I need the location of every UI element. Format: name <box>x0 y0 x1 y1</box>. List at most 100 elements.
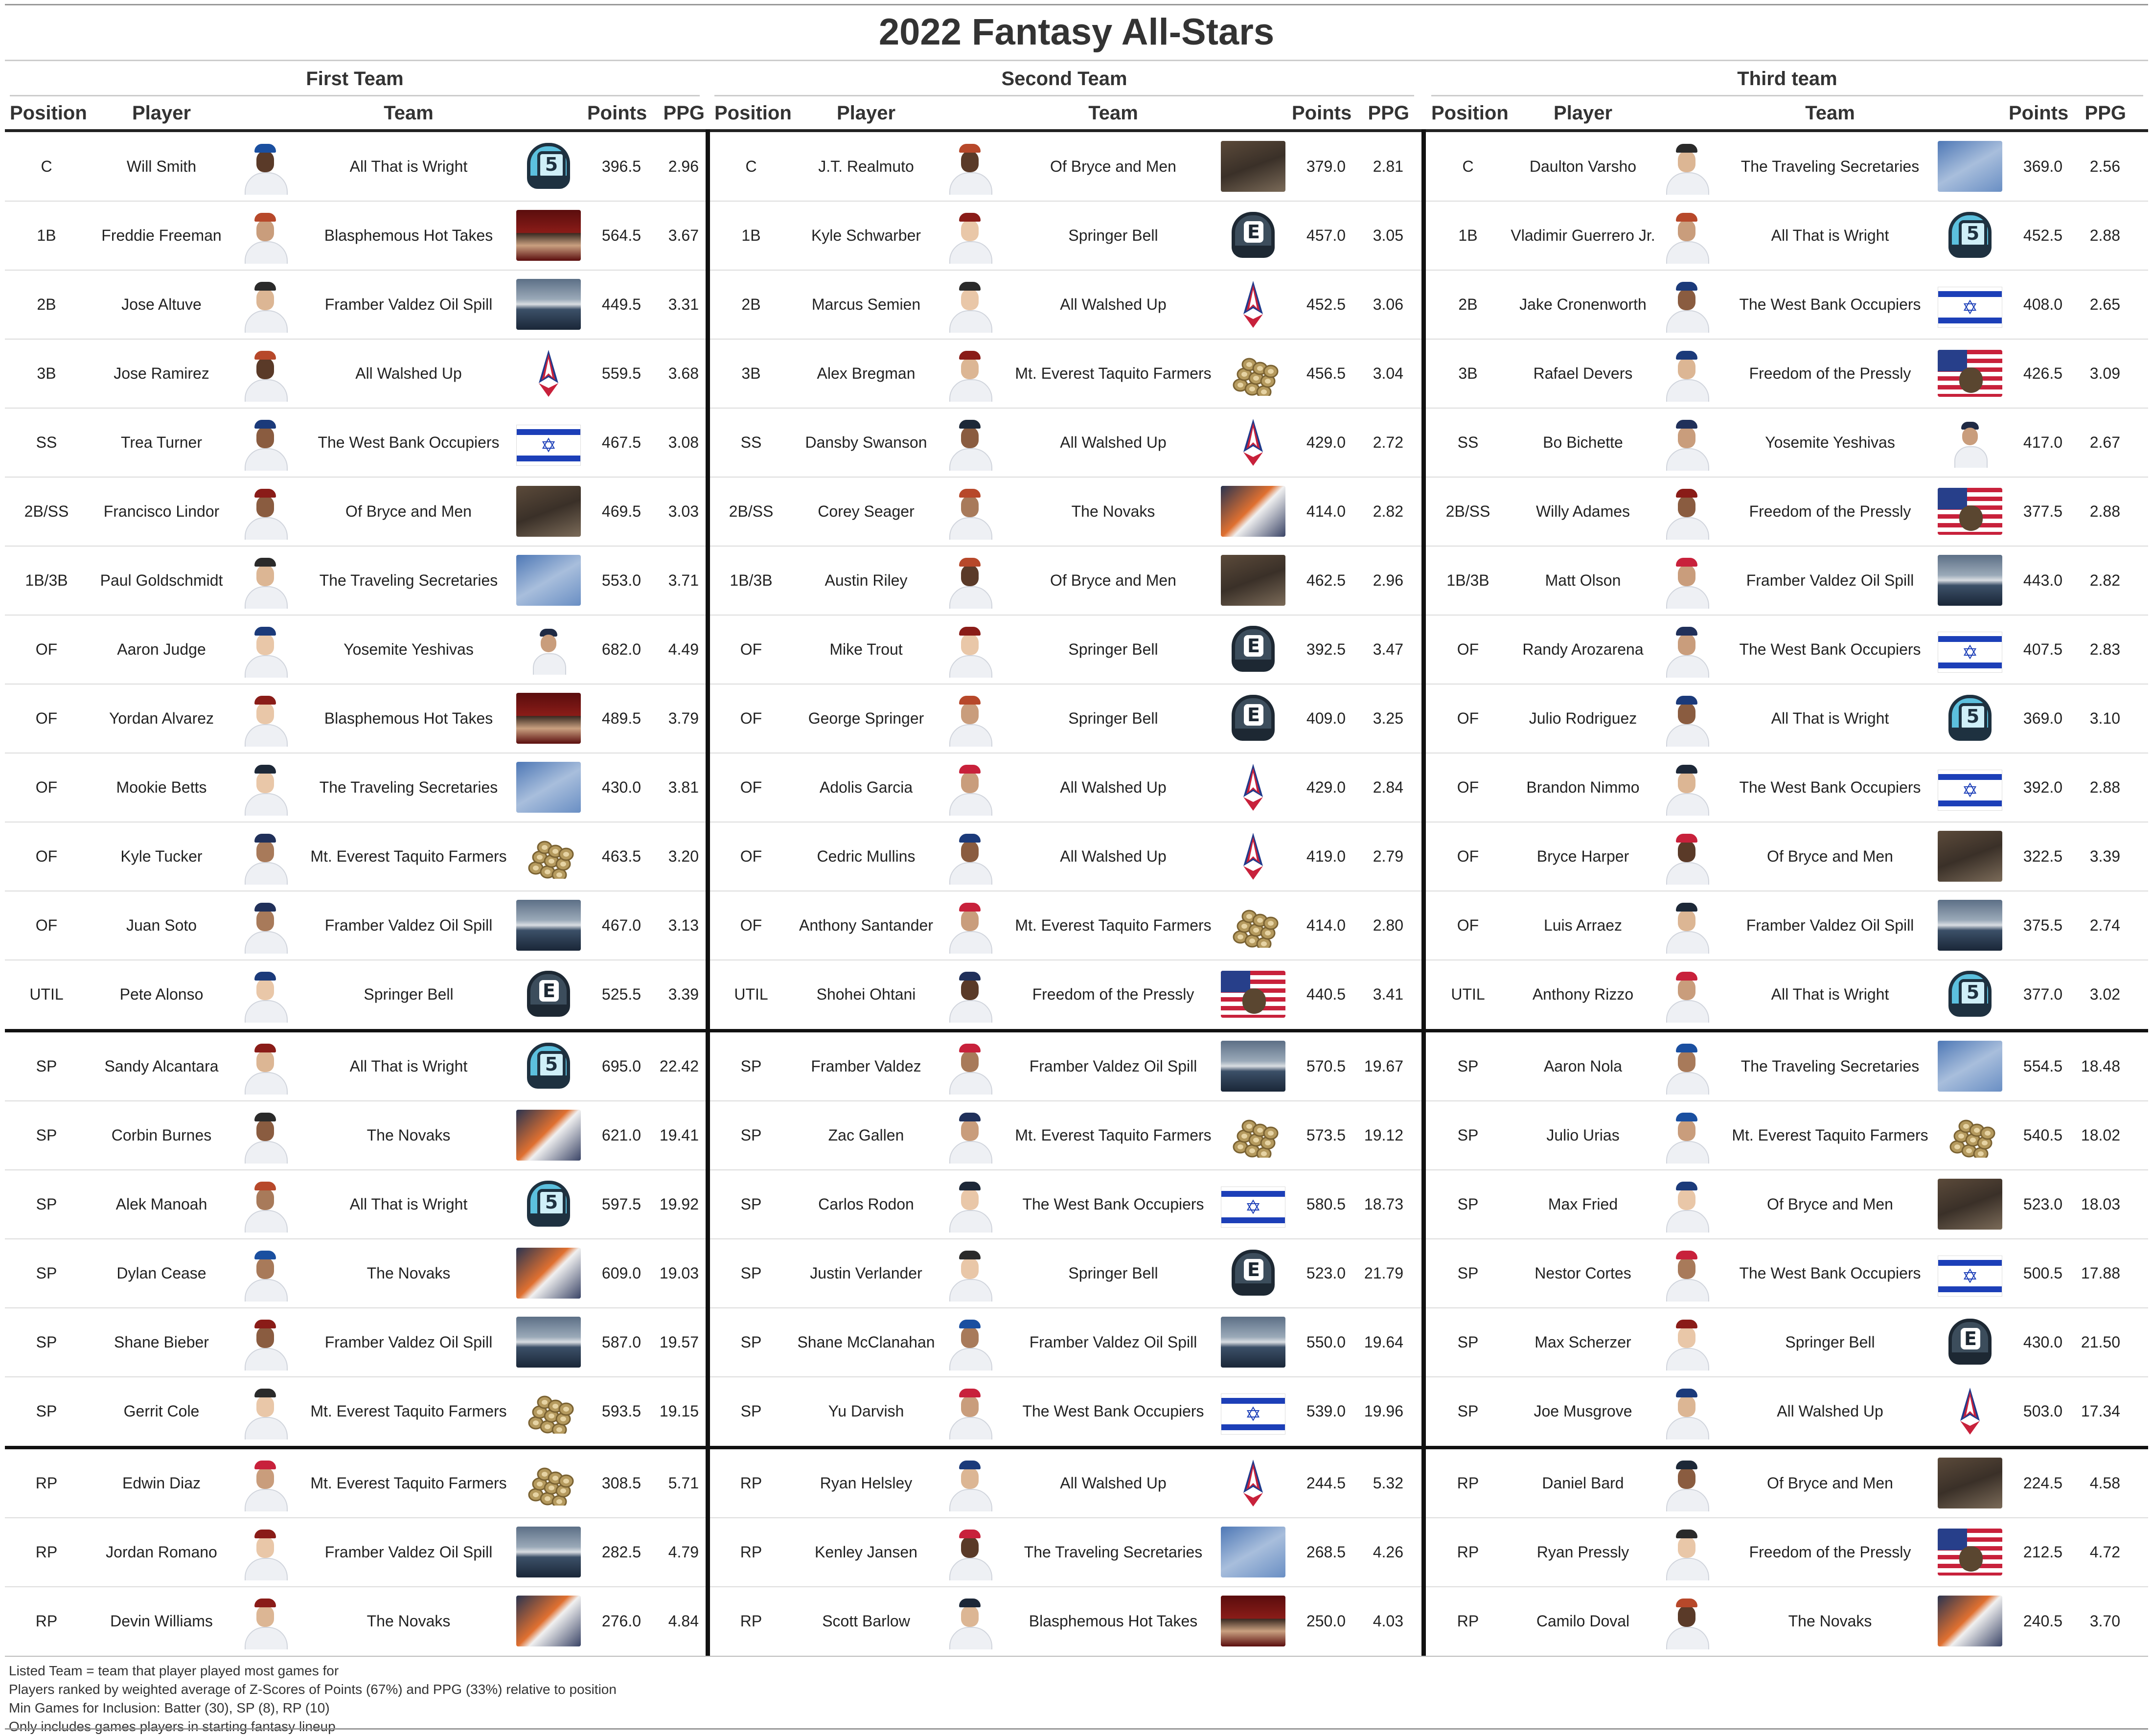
ppg-cell: 2.88 <box>2089 778 2120 796</box>
points-cell: 503.0 <box>2023 1402 2062 1420</box>
ppg-cell: 3.20 <box>668 847 699 865</box>
team-logo <box>1221 486 1285 537</box>
player-headshot <box>240 416 291 471</box>
player-name: Juan Soto <box>126 916 197 934</box>
team-logo <box>516 1110 581 1161</box>
us-flag-eagle-icon <box>1938 1529 2002 1576</box>
player-name: Luis Arraez <box>1543 916 1623 934</box>
taquitos-icon <box>1230 351 1279 399</box>
taquitos-icon <box>525 1389 574 1437</box>
team-name: Springer Bell <box>1068 709 1158 727</box>
team-name: The West Bank Occupiers <box>1739 640 1921 658</box>
ppg-cell: 4.49 <box>668 640 699 658</box>
position-cell: 1B <box>741 227 761 244</box>
row-separator <box>5 270 2148 271</box>
bryce-photo-icon <box>1938 1179 2002 1230</box>
position-cell: SS <box>1457 434 1479 451</box>
team-logo <box>516 210 581 261</box>
position-cell: SP <box>36 1402 57 1420</box>
team-name: All Walshed Up <box>1060 778 1167 796</box>
player-headshot <box>944 968 995 1023</box>
position-cell: SP <box>740 1057 762 1075</box>
team-logo <box>1938 555 2002 606</box>
player-name: Bryce Harper <box>1536 847 1629 865</box>
team-name: Mt. Everest Taquito Farmers <box>310 1474 507 1492</box>
team-name: Freedom of the Pressly <box>1032 985 1194 1003</box>
position-cell: RP <box>35 1543 58 1561</box>
points-cell: 377.5 <box>2023 503 2062 520</box>
team-name: Blasphemous Hot Takes <box>324 227 493 244</box>
points-cell: 377.0 <box>2023 985 2062 1003</box>
team-logo <box>1938 1596 2002 1646</box>
table-bottom-rule <box>5 1656 2148 1657</box>
column-header-points: Points <box>2009 102 2069 124</box>
team-logo <box>1938 1458 2002 1508</box>
five-cap-icon: 5 <box>1948 971 1992 1017</box>
position-cell: RP <box>1457 1612 1479 1630</box>
israel-flag-icon: ✡ <box>1938 632 2002 673</box>
position-cell: UTIL <box>734 985 768 1003</box>
player-name: Anthony Rizzo <box>1532 985 1634 1003</box>
ppg-cell: 3.13 <box>668 916 699 934</box>
team-logo: 5 <box>516 1179 581 1230</box>
five-cap-icon: 5 <box>1948 695 1992 741</box>
player-headshot <box>1661 554 1712 609</box>
position-cell: OF <box>740 916 762 934</box>
player-name: J.T. Realmuto <box>818 158 914 175</box>
team-name: Of Bryce and Men <box>345 503 472 520</box>
ppg-cell: 21.79 <box>1364 1264 1403 1282</box>
player-name: Alex Bregman <box>817 365 916 382</box>
footnote-line: Listed Team = team that player played mo… <box>9 1663 339 1678</box>
player-headshot <box>1661 1457 1712 1511</box>
team-name: All Walshed Up <box>1060 296 1167 313</box>
team-name: Springer Bell <box>1068 1264 1158 1282</box>
taquitos-icon <box>1947 1113 1995 1161</box>
team-name: Freedom of the Pressly <box>1749 365 1911 382</box>
points-cell: 407.5 <box>2023 640 2062 658</box>
team-name: The West Bank Occupiers <box>1739 778 1921 796</box>
position-cell: 2B <box>1458 296 1478 313</box>
points-cell: 392.5 <box>1306 640 1346 658</box>
team-logo <box>516 348 581 399</box>
ppg-cell: 2.82 <box>1373 503 1403 520</box>
position-cell: SP <box>740 1126 762 1144</box>
ppg-cell: 3.41 <box>1373 985 1403 1003</box>
position-cell: OF <box>35 709 58 727</box>
e-cap-icon: E <box>1232 1250 1275 1296</box>
ppg-cell: 19.92 <box>659 1195 699 1213</box>
column-header-pos: Position <box>714 102 792 124</box>
row-separator <box>5 1586 2148 1587</box>
player-name: Shohei Ohtani <box>816 985 916 1003</box>
player-name: Max Scherzer <box>1535 1333 1631 1351</box>
team-logo: 5 <box>1938 693 2002 744</box>
team-logo: 5 <box>1938 210 2002 261</box>
player-headshot <box>240 1316 291 1371</box>
footnote-line: Min Games for Inclusion: Batter (30), SP… <box>9 1700 330 1715</box>
oil-spill-icon <box>516 900 581 951</box>
position-cell: 2B/SS <box>1445 503 1490 520</box>
column-header-ppg: PPG <box>1368 102 1409 124</box>
five-cap-icon: 5 <box>527 1181 570 1227</box>
ppg-cell: 2.88 <box>2089 227 2120 244</box>
team-name: Framber Valdez Oil Spill <box>1746 571 1914 589</box>
team-name: Framber Valdez Oil Spill <box>1029 1057 1197 1075</box>
ppg-cell: 3.67 <box>668 227 699 244</box>
row-separator <box>5 684 2148 685</box>
team-name: Mt. Everest Taquito Farmers <box>1015 1126 1212 1144</box>
points-cell: 452.5 <box>1306 296 1346 313</box>
title-rule <box>5 60 2148 61</box>
column-header-ppg: PPG <box>2084 102 2126 124</box>
player-name: Daulton Varsho <box>1529 158 1637 175</box>
player-headshot <box>1661 899 1712 954</box>
e-cap-icon: E <box>1232 695 1275 741</box>
ppg-cell: 4.84 <box>668 1612 699 1630</box>
team-name: Of Bryce and Men <box>1767 847 1893 865</box>
ppg-cell: 4.26 <box>1373 1543 1403 1561</box>
team-name: The Novaks <box>366 1612 451 1630</box>
player-name: Matt Olson <box>1545 571 1621 589</box>
team-logo <box>516 624 581 675</box>
ppg-cell: 2.82 <box>2089 571 2120 589</box>
ppg-cell: 3.70 <box>2089 1612 2120 1630</box>
ppg-cell: 3.08 <box>668 434 699 451</box>
ppg-cell: 3.04 <box>1373 365 1403 382</box>
